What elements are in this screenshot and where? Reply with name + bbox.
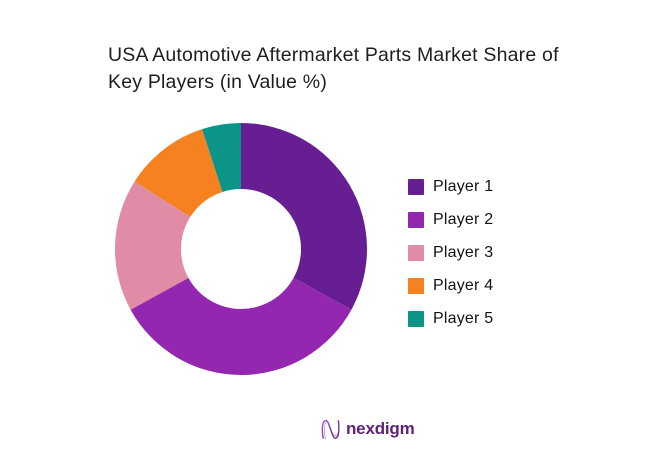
donut-segment-player-5 (202, 123, 241, 192)
brand-name: nexdigm (346, 419, 415, 438)
legend-swatch (408, 179, 424, 195)
donut-segment-player-4 (134, 129, 223, 217)
legend-label: Player 2 (433, 211, 494, 228)
chart-title-line-1: USA Automotive Aftermarket Parts Market … (108, 44, 559, 66)
legend-item: Player 1 (408, 178, 494, 195)
brand-logo: nexdigm (320, 417, 415, 441)
donut-chart-container (113, 121, 369, 377)
legend: Player 1 Player 2 Player 3 Player 4 Player 5 (408, 178, 494, 327)
legend-item: Player 5 (408, 310, 494, 327)
legend-item: Player 4 (408, 277, 494, 294)
nexdigm-logo-icon (321, 419, 340, 440)
donut-segment-player-2 (130, 277, 352, 375)
legend-label: Player 3 (433, 244, 494, 261)
legend-label: Player 1 (433, 178, 494, 195)
legend-item: Player 2 (408, 211, 494, 228)
legend-label: Player 4 (433, 277, 494, 294)
legend-swatch (408, 245, 424, 261)
chart-title: USA Automotive Aftermarket Parts Market … (108, 42, 588, 96)
donut-segment-player-1 (241, 123, 367, 310)
legend-swatch (408, 212, 424, 228)
donut-chart (115, 123, 367, 375)
donut-segment-player-3 (115, 181, 191, 310)
legend-label: Player 5 (433, 310, 494, 327)
legend-swatch (408, 311, 424, 327)
chart-title-line-2: Key Players (in Value %) (108, 71, 328, 93)
legend-swatch (408, 278, 424, 294)
legend-item: Player 3 (408, 244, 494, 261)
